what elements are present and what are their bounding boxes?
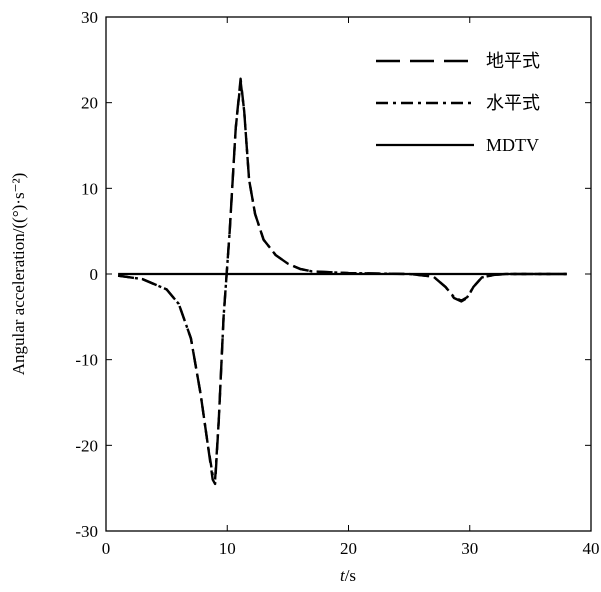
series-line-2: [117, 80, 567, 481]
x-tick-label: 40: [583, 539, 600, 558]
y-tick-label: -20: [75, 436, 98, 455]
x-axis-label-var: t: [340, 566, 346, 585]
legend-label-2: 水平式: [486, 93, 540, 113]
x-tick-label: 10: [219, 539, 236, 558]
series-layer: [117, 77, 567, 486]
y-axis-label: Angular acceleration/((°)·s⁻²): [9, 173, 28, 376]
x-tick-label: 30: [461, 539, 478, 558]
y-tick-label: 0: [90, 265, 99, 284]
y-tick-label: 10: [81, 179, 98, 198]
x-axis-label-unit: /s: [345, 566, 356, 585]
x-tick-label: 0: [102, 539, 111, 558]
y-tick-label: 30: [81, 8, 98, 27]
x-axis-label: t/s: [340, 566, 356, 585]
y-tick-label: -10: [75, 351, 98, 370]
x-tick-label: 20: [340, 539, 357, 558]
ticks: 0 10 20 30 40 -30 -20 -10 0 10 20 30: [75, 8, 599, 558]
legend-label-1: 地平式: [486, 51, 540, 71]
y-tick-label: -30: [75, 522, 98, 541]
legend-label-3: MDTV: [486, 135, 539, 155]
y-tick-label: 20: [81, 94, 98, 113]
